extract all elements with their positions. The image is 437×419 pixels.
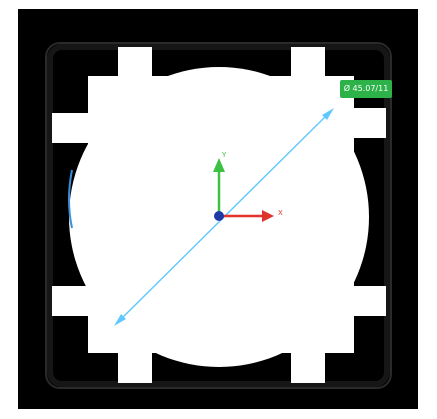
bridge-lower (88, 275, 354, 353)
diameter-readout-badge[interactable]: Ø 45.07/11 (340, 80, 392, 98)
coordinate-axes: X Y (213, 151, 283, 222)
disk-edge-tint (68, 169, 73, 229)
bridge-upper (88, 76, 354, 156)
plate-outline (45, 42, 392, 389)
arrowhead-start-icon (114, 314, 126, 326)
x-axis-label: X (278, 209, 283, 217)
plate-glow (47, 44, 390, 387)
x-arrow-icon (262, 210, 274, 222)
origin-marker (214, 211, 224, 221)
y-arrow-icon (213, 158, 225, 172)
arrowhead-end-icon (322, 108, 334, 120)
y-axis-label: Y (221, 151, 227, 159)
